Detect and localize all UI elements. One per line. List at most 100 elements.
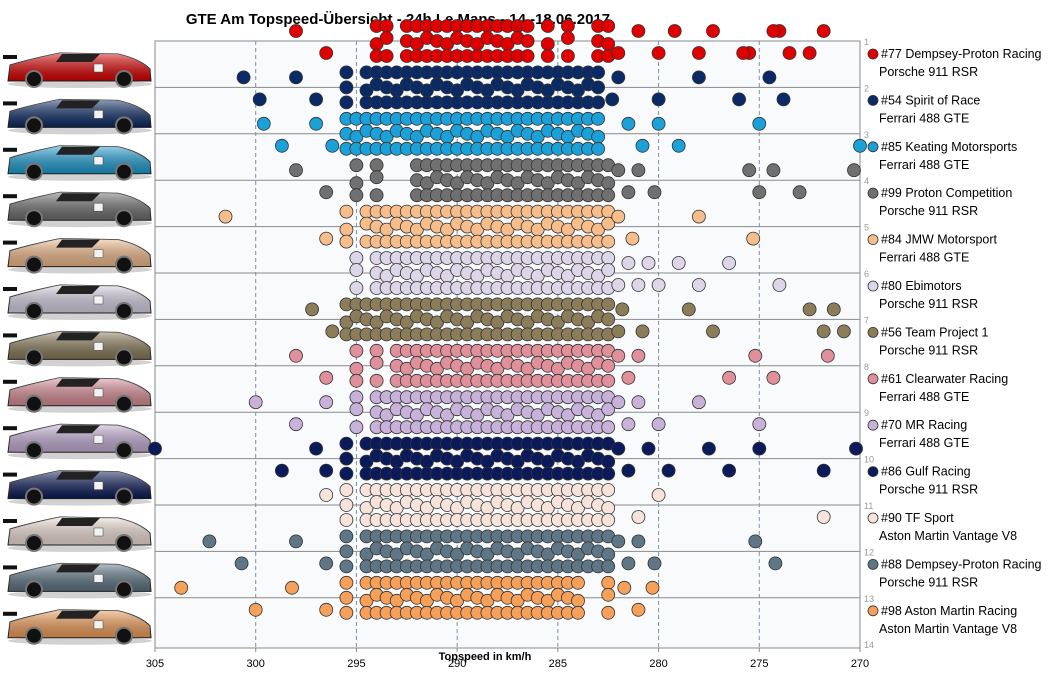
series-5 [218,204,761,249]
data-point [752,116,767,131]
data-point [601,251,616,265]
car-wheel [115,209,133,228]
car-thumbnail [3,516,152,552]
data-point [369,355,384,370]
data-point [601,587,616,602]
data-point [349,281,364,295]
data-point [520,19,535,33]
data-point [651,92,666,107]
data-point [802,302,817,317]
data-point [349,402,364,417]
data-point [621,185,636,200]
data-point [252,92,267,107]
data-point [816,510,831,524]
data-point [651,417,666,432]
data-point [681,302,696,317]
legend-car-model: Aston Martin Vantage V8 [879,529,1017,543]
data-point [621,370,636,385]
data-point [631,602,646,617]
car-thumbnail [3,145,152,181]
data-point [561,49,575,63]
data-point [645,580,660,595]
car-thumbnail [3,470,152,506]
data-point [746,231,761,246]
legend-car-model: Porsche 911 RSR [879,483,978,497]
data-point [611,324,626,339]
data-point [571,605,585,620]
legend-team-name: #56 Team Project 1 [881,325,989,339]
car-window [56,471,100,480]
x-tick-label: 295 [347,658,365,670]
data-point [611,46,626,60]
data-point [671,138,686,153]
data-point [349,420,364,435]
series-4 [289,158,861,203]
legend-car-model: Porsche 911 RSR [879,65,978,79]
car-number-plate [93,574,104,583]
legend-team-name: #88 Dempsey-Proton Racing [881,557,1042,571]
data-point [319,463,334,478]
data-point [379,31,394,45]
legend-item: #54 Spirit of Race Ferrari 488 GTE [867,93,980,125]
data-point [641,256,656,270]
data-point [816,24,831,38]
legend-marker [867,559,879,570]
data-point [601,312,616,327]
data-point [601,547,616,562]
data-point [748,534,763,549]
legend-car-model: Porsche 911 RSR [879,575,978,589]
data-point [339,451,354,466]
data-point [274,138,289,153]
car-wing [3,240,17,245]
y-tick-label: 4 [864,176,869,186]
data-point [722,370,736,385]
data-point [766,370,781,385]
data-point [234,556,249,571]
data-point [601,466,616,481]
series-13 [174,575,660,620]
car-wheel [25,116,43,135]
car-window [56,146,100,155]
car-window [56,425,100,434]
data-point [601,454,616,469]
data-point [319,488,334,502]
data-point [319,46,334,60]
data-point [766,163,781,178]
data-point [621,556,636,571]
data-point [591,141,605,156]
data-point [667,24,682,38]
data-point [520,34,535,48]
car-window [56,378,100,387]
series-3 [256,111,867,156]
data-point [339,559,354,574]
data-point [611,441,626,456]
data-point [826,302,841,317]
car-shine [8,470,151,499]
data-point [379,19,394,33]
car-wheel [115,70,133,88]
data-point [339,80,354,95]
car-wheel [115,348,133,367]
data-point [601,575,616,590]
car-wheel [25,209,43,228]
x-tick-label: 300 [247,658,265,670]
data-point [256,116,271,131]
car-window [56,610,100,619]
data-point [615,302,630,317]
car-shine [8,424,151,453]
legend-marker [867,280,879,292]
data-point [631,348,646,363]
y-tick-label: 5 [864,223,869,233]
data-point [339,575,354,590]
car-wheel [115,162,133,181]
data-point [289,534,303,549]
data-point [601,19,616,33]
data-point [611,534,626,549]
legend-marker [867,141,879,153]
data-point [692,278,706,292]
car-wheel [25,302,43,320]
data-point [591,129,605,144]
data-point [820,348,835,363]
data-point [706,324,720,339]
